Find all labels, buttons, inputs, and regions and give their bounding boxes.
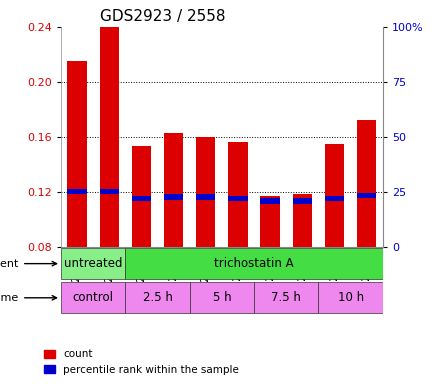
Bar — [196, 194, 215, 200]
Bar — [292, 194, 311, 247]
Bar — [228, 142, 247, 247]
Bar — [228, 196, 247, 201]
Bar — [67, 61, 86, 247]
Bar — [132, 196, 151, 201]
FancyBboxPatch shape — [318, 282, 382, 313]
Text: 2.5 h: 2.5 h — [142, 291, 172, 304]
Bar — [356, 120, 375, 247]
Bar — [67, 189, 86, 194]
Text: 10 h: 10 h — [337, 291, 363, 304]
FancyBboxPatch shape — [61, 248, 125, 279]
Bar — [99, 189, 118, 194]
Bar — [164, 194, 183, 200]
FancyBboxPatch shape — [253, 282, 318, 313]
FancyBboxPatch shape — [125, 248, 382, 279]
Bar — [260, 199, 279, 204]
Bar — [260, 196, 279, 247]
Bar — [292, 199, 311, 204]
Text: trichostatin A: trichostatin A — [214, 257, 293, 270]
Text: GDS2923 / 2558: GDS2923 / 2558 — [99, 9, 224, 24]
Bar — [164, 132, 183, 247]
Bar — [324, 196, 343, 201]
Text: agent: agent — [0, 259, 56, 269]
Text: 7.5 h: 7.5 h — [271, 291, 300, 304]
Bar — [356, 193, 375, 199]
FancyBboxPatch shape — [189, 282, 253, 313]
Bar — [99, 27, 118, 247]
Legend: count, percentile rank within the sample: count, percentile rank within the sample — [40, 345, 243, 379]
Text: untreated: untreated — [64, 257, 122, 270]
Bar — [324, 144, 343, 247]
Bar — [132, 146, 151, 247]
Text: time: time — [0, 293, 56, 303]
Bar — [196, 137, 215, 247]
FancyBboxPatch shape — [61, 282, 125, 313]
FancyBboxPatch shape — [125, 282, 189, 313]
Text: 5 h: 5 h — [212, 291, 230, 304]
Text: control: control — [72, 291, 113, 304]
